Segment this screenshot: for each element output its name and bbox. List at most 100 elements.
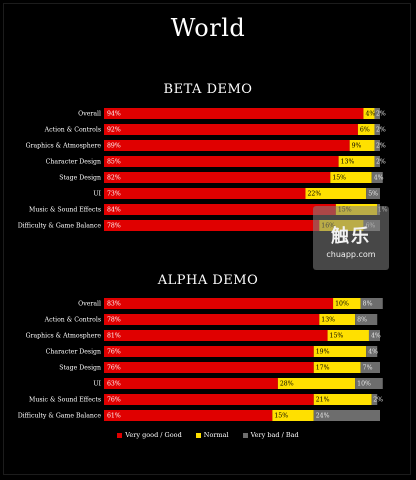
alpha-bar-normal <box>313 362 361 373</box>
beta-category-label: Action & Controls <box>44 127 101 134</box>
alpha-bar-normal <box>313 346 367 357</box>
alpha-value-bad: 10% <box>357 381 371 388</box>
beta-bar-normal <box>363 108 375 119</box>
beta-bar-bad <box>374 124 380 135</box>
beta-value-bad: 4% <box>374 175 384 182</box>
beta-value-good: 78% <box>107 223 121 230</box>
beta-category-label: Graphics & Atmosphere <box>26 143 102 150</box>
beta-category-label: Character Design <box>46 159 101 166</box>
alpha-bar-normal <box>272 410 314 421</box>
beta-value-good: 89% <box>107 143 121 150</box>
beta-value-bad: 2% <box>376 159 386 166</box>
watermark-logo: 触乐 <box>331 226 371 247</box>
alpha-value-normal: 28% <box>280 381 294 388</box>
alpha-value-good: 76% <box>107 349 121 356</box>
beta-value-normal: 9% <box>352 143 362 150</box>
alpha-category-label: Graphics & Atmosphere <box>26 333 102 340</box>
beta-value-normal: 4% <box>365 111 375 118</box>
alpha-value-good: 78% <box>107 317 121 324</box>
alpha-category-label: Difficulty & Game Balance <box>18 413 102 420</box>
alpha-value-bad: 7% <box>363 365 373 372</box>
beta-bar-good <box>104 108 364 119</box>
alpha-value-bad: 8% <box>357 317 367 324</box>
alpha-category-label: UI <box>93 381 101 388</box>
alpha-value-bad: 4% <box>368 349 378 356</box>
legend-swatch-bad <box>242 432 248 438</box>
alpha-value-good: 63% <box>107 381 121 388</box>
alpha-value-bad: 24% <box>316 413 330 420</box>
alpha-bar-good <box>104 330 328 341</box>
alpha-bar-good <box>104 314 320 325</box>
alpha-bar-good <box>104 394 314 405</box>
beta-value-good: 92% <box>107 127 121 134</box>
alpha-bar-normal <box>333 298 361 309</box>
beta-bar-bad <box>366 188 380 199</box>
alpha-value-good: 61% <box>107 413 121 420</box>
alpha-value-good: 76% <box>107 397 121 404</box>
alpha-bar-bad <box>368 330 380 341</box>
beta-value-normal: 6% <box>360 127 370 134</box>
legend-item-good: Very good / Good <box>117 431 182 439</box>
alpha-value-bad: 8% <box>363 301 373 308</box>
alpha-category-label: Music & Sound Effects <box>29 397 101 404</box>
beta-category-label: Music & Sound Effects <box>29 207 101 214</box>
legend-swatch-normal <box>195 432 201 438</box>
alpha-bar-bad <box>355 378 383 389</box>
alpha-value-normal: 15% <box>274 413 288 420</box>
beta-value-good: 85% <box>107 159 121 166</box>
beta-bar-good <box>104 204 336 215</box>
alpha-bar-normal <box>327 330 369 341</box>
beta-bar-bad <box>371 172 383 183</box>
beta-value-normal: 15% <box>332 175 346 182</box>
alpha-bar-normal <box>319 314 356 325</box>
beta-value-normal: 13% <box>341 159 355 166</box>
alpha-bar-bad <box>366 346 378 357</box>
beta-category-label: Overall <box>78 111 101 118</box>
legend-item-bad: Very bad / Bad <box>242 431 299 439</box>
alpha-category-label: Action & Controls <box>44 317 101 324</box>
alpha-bar-bad <box>355 314 378 325</box>
alpha-value-normal: 17% <box>316 365 330 372</box>
beta-bar-good <box>104 140 350 151</box>
alpha-bar-good <box>104 298 334 309</box>
alpha-category-label: Stage Design <box>59 365 101 372</box>
beta-bar-bad <box>374 140 380 151</box>
beta-category-label: Difficulty & Game Balance <box>18 223 102 230</box>
alpha-value-normal: 15% <box>330 333 344 340</box>
beta-bar-normal <box>305 188 367 199</box>
beta-bar-good <box>104 172 331 183</box>
alpha-value-good: 76% <box>107 365 121 372</box>
legend: Very good / Good Normal Very bad / Bad <box>0 431 416 439</box>
beta-category-label: UI <box>93 191 101 198</box>
beta-value-bad: 2% <box>376 143 386 150</box>
page-title: World <box>170 14 246 42</box>
beta-bar-good <box>104 156 339 167</box>
beta-bar-normal <box>330 172 372 183</box>
alpha-bar-bad <box>360 362 380 373</box>
alpha-category-label: Character Design <box>46 349 101 356</box>
beta-value-good: 84% <box>107 207 121 214</box>
alpha-bar-normal <box>313 394 372 405</box>
watermark-site: chuapp.com <box>326 250 376 259</box>
beta-bar-normal <box>349 140 375 151</box>
beta-value-good: 73% <box>107 191 121 198</box>
beta-bar-normal <box>357 124 375 135</box>
legend-item-normal: Normal <box>195 431 229 439</box>
beta-value-bad: 2% <box>376 127 386 134</box>
alpha-bar-good <box>104 410 273 421</box>
alpha-bar-good <box>104 362 314 373</box>
alpha-bar-normal <box>277 378 356 389</box>
alpha-bar-good <box>104 346 314 357</box>
legend-label-normal: Normal <box>203 431 229 439</box>
alpha-bar-bad <box>371 394 378 405</box>
alpha-value-normal: 13% <box>321 317 335 324</box>
beta-bar-bad <box>374 156 380 167</box>
alpha-value-normal: 10% <box>335 301 349 308</box>
alpha-value-bad: 4% <box>371 333 381 340</box>
beta-value-bad: 2% <box>376 111 386 118</box>
beta-bar-good <box>104 220 320 231</box>
beta-bar-good <box>104 124 358 135</box>
beta-bar-normal <box>338 156 375 167</box>
watermark: 触乐 chuapp.com <box>313 206 389 270</box>
alpha-bar-bad <box>313 410 380 421</box>
